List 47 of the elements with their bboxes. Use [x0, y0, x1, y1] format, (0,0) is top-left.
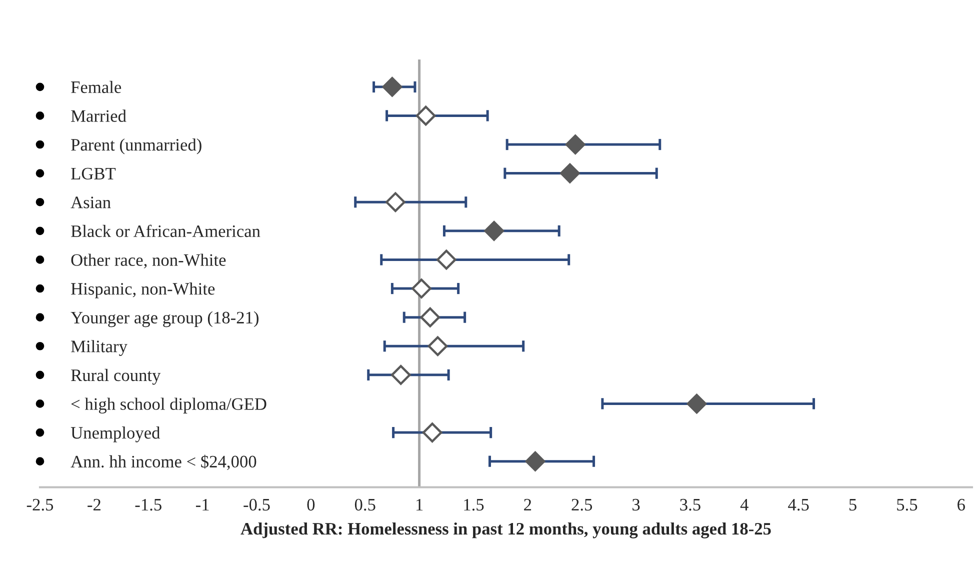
- y-tick-label: Rural county: [71, 368, 161, 385]
- x-tick-label: 1.5: [464, 498, 484, 511]
- x-tick-label: 0.5: [354, 498, 376, 511]
- point: [560, 163, 580, 184]
- x-tick-label: 1: [416, 498, 423, 510]
- x-tick-label: -2: [88, 498, 100, 510]
- x-tick-label: 3: [632, 498, 640, 511]
- x-tick-label: 0: [307, 498, 315, 511]
- x-tick-label: 4: [740, 498, 748, 510]
- y-tick-label: Parent (unmarried): [71, 138, 202, 154]
- y-tick-label: Female: [71, 80, 122, 94]
- y-tick-label: Black or African-American: [71, 224, 260, 238]
- y-tick-label: Asian: [70, 196, 111, 208]
- x-tick-label: -0.5: [244, 498, 270, 511]
- x-tick-label: 3.5: [680, 498, 700, 511]
- x-axis-title: Adjusted RR: Homelessness in past 12 months, young adults aged 18-25: [240, 522, 771, 538]
- y-tick-label: Hispanic, non-White: [71, 282, 215, 298]
- x-tick-label: -2.5: [26, 498, 54, 511]
- x-tick-label: 5: [849, 499, 856, 511]
- point: [416, 106, 436, 126]
- point: [484, 220, 504, 241]
- y-tick-label: Ann. hh income < $24,000: [70, 454, 256, 470]
- y-tick-label: Married: [71, 110, 126, 122]
- point: [686, 394, 707, 414]
- x-tick-label: 5.5: [897, 499, 918, 511]
- point: [382, 76, 402, 97]
- point: [420, 307, 440, 328]
- x-tick-label: 4.5: [788, 498, 809, 511]
- x-tick-label: -1.5: [135, 498, 162, 511]
- y-tick-label: Other race, non-White: [71, 254, 226, 268]
- point: [525, 451, 546, 472]
- y-tick-label: Younger age group (18-21): [70, 311, 258, 328]
- point: [412, 278, 432, 298]
- x-tick-label: 2: [524, 498, 532, 510]
- point: [422, 422, 442, 442]
- y-tick-label: Unemployed: [70, 426, 160, 442]
- y-tick-label: < high school diploma/GED: [71, 398, 266, 414]
- point: [386, 192, 406, 212]
- point: [436, 250, 456, 270]
- x-tick-label: 2.5: [572, 498, 592, 511]
- point: [390, 364, 411, 385]
- x-tick-label: -1: [196, 498, 209, 510]
- point: [565, 134, 586, 154]
- point: [428, 336, 448, 356]
- y-tick-label: Military: [71, 340, 128, 356]
- x-tick-label: 6: [958, 498, 965, 511]
- y-tick-label: LGBT: [71, 168, 116, 180]
